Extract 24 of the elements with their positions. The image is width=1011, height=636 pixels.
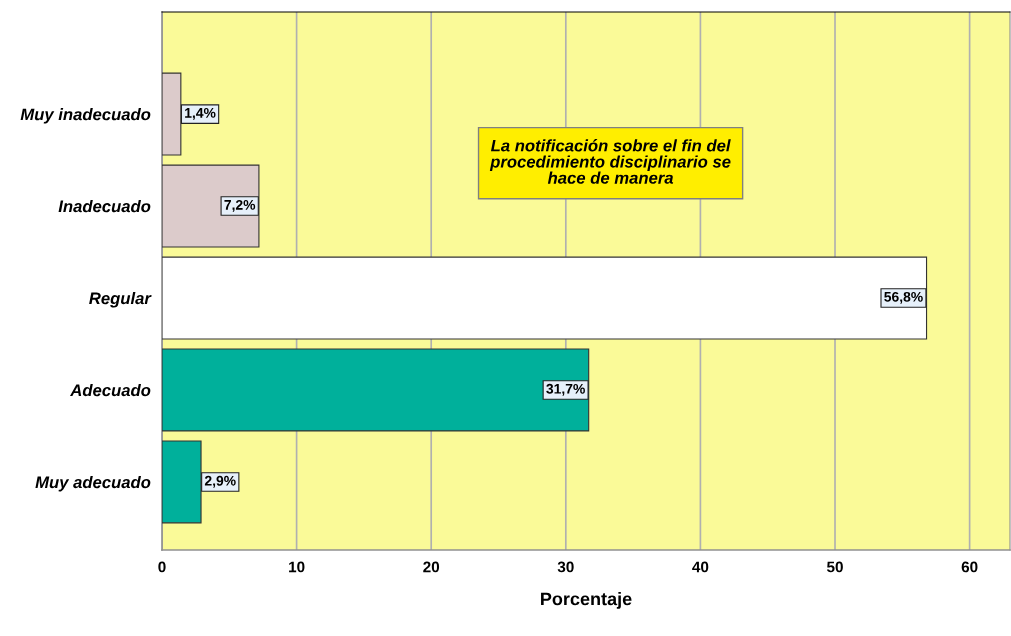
bar — [162, 440, 202, 524]
x-axis-title: Porcentaje — [541, 592, 632, 609]
x-tick-label: 20 — [423, 561, 440, 573]
data-label: 7,2% — [224, 199, 256, 212]
x-tick-label: 10 — [289, 561, 305, 573]
x-tick-label: 60 — [961, 561, 978, 573]
text: La notificación sobre el fin del procedimiento disciplinario se hace de manera — [489, 139, 731, 184]
y-tick-label: Regular — [89, 291, 152, 308]
y-tick-label: Muy inadecuado — [20, 108, 151, 124]
x-tick-label: 0 — [158, 561, 166, 573]
x-tick-label: 50 — [826, 561, 843, 573]
data-label: 31,7% — [546, 383, 585, 396]
x-tick-label: 40 — [692, 561, 709, 573]
data-label: 56,8% — [884, 291, 923, 304]
y-tick-label: Inadecuado — [58, 200, 151, 213]
y-tick-label: Muy adecuado — [35, 475, 151, 492]
bar — [162, 72, 182, 156]
x-tick-label: 30 — [557, 561, 574, 573]
data-label: 1,4% — [185, 108, 216, 120]
bar — [162, 256, 928, 340]
y-tick-label: Adecuado — [69, 383, 151, 397]
data-label: 2,9% — [204, 475, 236, 488]
bar — [162, 348, 590, 432]
bar — [162, 164, 260, 248]
